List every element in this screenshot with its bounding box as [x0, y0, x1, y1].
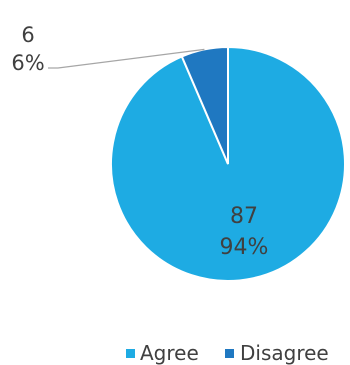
legend: Agree Disagree [126, 341, 329, 365]
percent-label-agree: 94% [220, 235, 269, 260]
pie-slice-disagree [180, 45, 229, 165]
legend-label-agree: Agree [140, 341, 199, 365]
slices-group [110, 45, 346, 282]
leader-line-disagree [48, 48, 205, 69]
legend-swatch-agree [126, 349, 135, 358]
value-label-disagree: 6 [21, 23, 34, 47]
legend-label-disagree: Disagree [240, 341, 329, 365]
percent-label-disagree: 6% [11, 51, 44, 75]
value-label-agree: 87 [230, 204, 258, 229]
legend-swatch-disagree [225, 349, 234, 358]
